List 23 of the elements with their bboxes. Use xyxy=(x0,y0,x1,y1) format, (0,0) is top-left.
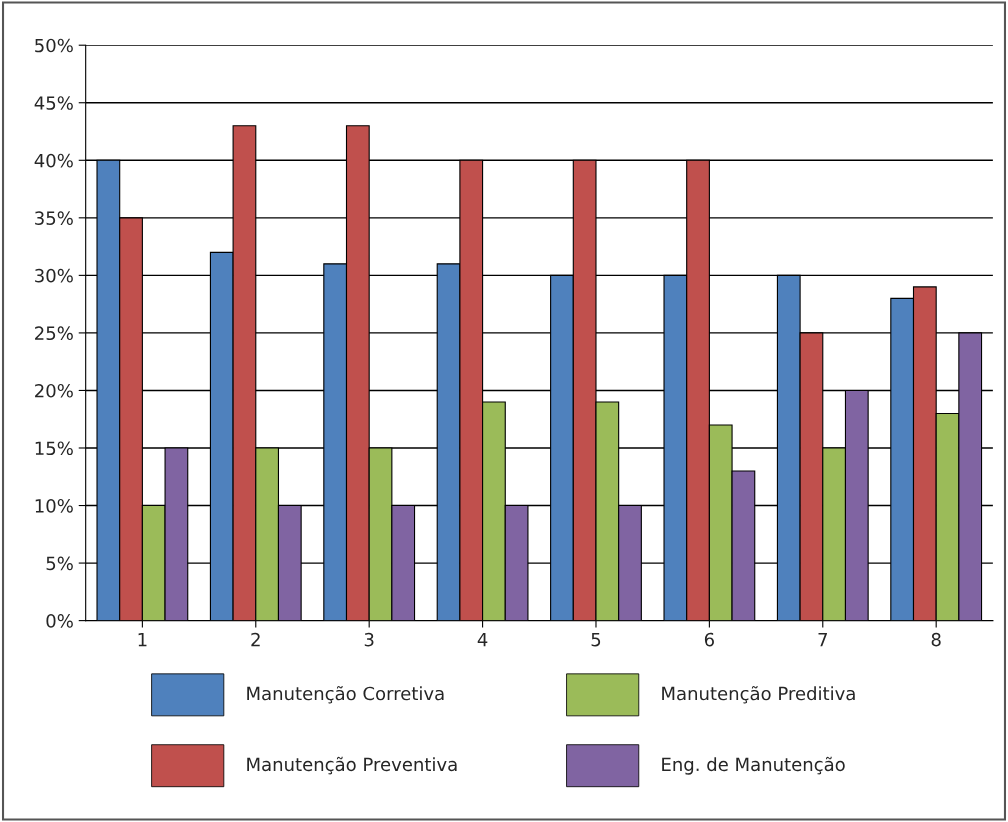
y-tick-label: 45% xyxy=(34,96,73,110)
y-tick-label: 30% xyxy=(35,268,73,283)
legend-label: Manutenção Preventiva xyxy=(247,756,457,775)
x-tick-label: 8 xyxy=(931,632,941,647)
y-tick-label: 5% xyxy=(46,556,73,571)
y-tick-label: 15% xyxy=(35,441,73,456)
x-tick-label: 4 xyxy=(477,632,488,647)
y-tick-label: 20% xyxy=(35,383,73,398)
y-tick-label: 35% xyxy=(35,211,73,225)
x-tick-label: 5 xyxy=(591,632,601,647)
legend-label: Eng. de Manutenção xyxy=(662,756,845,775)
x-tick-label: 7 xyxy=(818,632,827,647)
x-tick-label: 2 xyxy=(251,632,260,647)
legend-label: Manutenção Corretiva xyxy=(247,686,444,704)
legend-label: Manutenção Preditiva xyxy=(662,686,855,704)
y-tick-label: 10% xyxy=(35,498,73,513)
y-tick-label: 40% xyxy=(34,153,73,168)
x-tick-label: 6 xyxy=(704,632,714,647)
y-tick-label: 50% xyxy=(35,38,73,53)
y-tick-label: 0% xyxy=(46,614,73,628)
x-tick-label: 1 xyxy=(138,632,147,647)
y-tick-label: 25% xyxy=(35,326,73,341)
x-tick-label: 3 xyxy=(364,632,374,647)
